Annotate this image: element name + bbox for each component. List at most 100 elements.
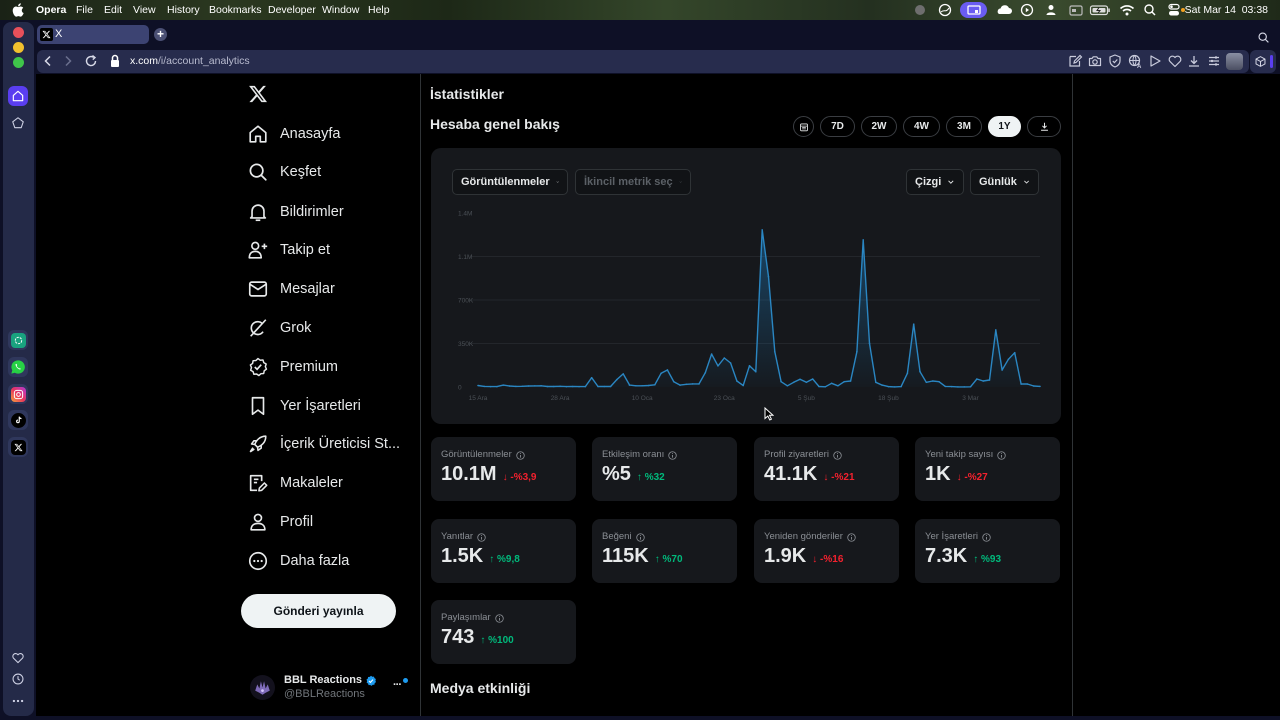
- nav-item-profile[interactable]: Profil: [244, 507, 313, 537]
- data-point[interactable]: [597, 385, 599, 388]
- translate-globe-icon[interactable]: A: [1127, 53, 1143, 69]
- menu-help[interactable]: Help: [368, 4, 390, 16]
- data-point[interactable]: [849, 380, 852, 382]
- sidebar-tiktok-button[interactable]: [8, 410, 28, 430]
- reload-icon[interactable]: [83, 53, 99, 69]
- data-point[interactable]: [1039, 385, 1041, 388]
- data-point[interactable]: [1007, 358, 1010, 361]
- card-icon[interactable]: [1068, 3, 1084, 17]
- info-icon[interactable]: [635, 532, 645, 542]
- data-point[interactable]: [969, 385, 972, 388]
- data-point[interactable]: [704, 371, 707, 374]
- granularity-dropdown[interactable]: Günlük: [970, 169, 1039, 195]
- data-point[interactable]: [1026, 383, 1029, 385]
- menu-developer[interactable]: Developer: [268, 4, 316, 16]
- window-minimize-button[interactable]: [13, 42, 24, 53]
- info-icon[interactable]: [982, 532, 991, 542]
- data-point[interactable]: [546, 385, 549, 388]
- data-point[interactable]: [635, 384, 637, 387]
- date-picker-button[interactable]: [793, 116, 814, 137]
- metric-card[interactable]: Profil ziyaretleri 41.1K ↓ -%21: [754, 437, 899, 501]
- data-point[interactable]: [957, 386, 959, 388]
- account-avatar[interactable]: [250, 675, 275, 700]
- info-icon[interactable]: [668, 450, 677, 460]
- metric-card[interactable]: Yer İşaretleri 7.3K ↑ %93: [915, 519, 1060, 583]
- data-point[interactable]: [862, 239, 864, 241]
- data-point[interactable]: [565, 385, 568, 388]
- sidebar-favorites-button[interactable]: [8, 648, 28, 668]
- nav-item-follow[interactable]: Takip et: [244, 235, 330, 265]
- nav-item-notifications[interactable]: Bildirimler: [244, 197, 344, 227]
- nav-item-creator-studio[interactable]: İçerik Üreticisi St...: [244, 429, 400, 459]
- status-globe-icon[interactable]: [937, 3, 953, 17]
- data-point[interactable]: [811, 378, 814, 380]
- data-point[interactable]: [931, 380, 934, 382]
- data-point[interactable]: [994, 329, 997, 331]
- range-4w-button[interactable]: 4W: [903, 116, 940, 137]
- data-point[interactable]: [843, 380, 846, 383]
- data-point[interactable]: [944, 385, 947, 388]
- tab-search-icon[interactable]: [1257, 31, 1270, 44]
- sidebar-toggle-indicator[interactable]: [1270, 55, 1273, 68]
- data-point[interactable]: [1032, 385, 1035, 387]
- data-point[interactable]: [912, 323, 915, 326]
- nav-item-more[interactable]: Daha fazla: [244, 546, 349, 576]
- send-play-icon[interactable]: [1147, 53, 1163, 69]
- data-point[interactable]: [628, 384, 631, 386]
- new-tab-button[interactable]: +: [154, 28, 167, 41]
- nav-item-articles[interactable]: Makaleler: [244, 468, 343, 498]
- data-point[interactable]: [893, 386, 896, 388]
- sidebar-history-button[interactable]: [8, 669, 28, 689]
- nav-item-bookmarks[interactable]: Yer İşaretleri: [244, 391, 361, 421]
- sidebar-more-button[interactable]: [8, 691, 28, 711]
- data-point[interactable]: [755, 370, 757, 373]
- screen-share-indicator[interactable]: [960, 2, 987, 18]
- window-close-button[interactable]: [13, 27, 24, 38]
- adblock-shield-icon[interactable]: [1107, 53, 1123, 69]
- data-point[interactable]: [534, 385, 536, 387]
- metric-card[interactable]: Yeni takip sayısı 1K ↓ -%27: [915, 437, 1060, 501]
- battery-icon[interactable]: [1089, 3, 1111, 17]
- data-point[interactable]: [805, 381, 808, 384]
- speed-dial-home-button[interactable]: [8, 86, 28, 106]
- metric-card[interactable]: Paylaşımlar 743 ↑ %100: [431, 600, 576, 664]
- data-point[interactable]: [729, 362, 732, 364]
- data-point[interactable]: [622, 373, 625, 375]
- pinboards-button[interactable]: [8, 113, 28, 133]
- data-point[interactable]: [780, 380, 782, 383]
- data-point[interactable]: [660, 372, 662, 375]
- data-point[interactable]: [515, 385, 517, 388]
- menu-history[interactable]: History: [167, 4, 200, 16]
- data-point[interactable]: [508, 385, 511, 387]
- x-home-logo-icon[interactable]: [248, 84, 268, 104]
- menu-view[interactable]: View: [133, 4, 156, 16]
- info-icon[interactable]: [516, 450, 525, 460]
- data-point[interactable]: [748, 364, 751, 367]
- apple-logo-icon[interactable]: [12, 3, 24, 17]
- menu-bookmarks[interactable]: Bookmarks: [209, 4, 262, 16]
- control-center-icon[interactable]: [1166, 3, 1182, 17]
- data-point[interactable]: [982, 380, 984, 382]
- range-1y-button[interactable]: 1Y: [988, 116, 1021, 137]
- sidebar-x-button[interactable]: [8, 437, 28, 457]
- data-point[interactable]: [477, 384, 479, 387]
- wifi-icon[interactable]: [1119, 3, 1135, 17]
- data-point[interactable]: [691, 383, 694, 385]
- metric-card[interactable]: Yanıtlar 1.5K ↑ %9,8: [431, 519, 576, 583]
- data-point[interactable]: [868, 342, 871, 345]
- data-point[interactable]: [837, 384, 839, 387]
- sidebar-instagram-button[interactable]: [8, 384, 28, 404]
- data-point[interactable]: [742, 384, 745, 387]
- menu-file[interactable]: File: [76, 4, 93, 16]
- data-point[interactable]: [830, 382, 833, 385]
- data-point[interactable]: [988, 379, 991, 381]
- data-point[interactable]: [527, 385, 530, 387]
- data-point[interactable]: [723, 357, 726, 359]
- account-more-icon[interactable]: ···: [393, 679, 402, 691]
- range-2w-button[interactable]: 2W: [861, 116, 897, 137]
- nav-item-grok[interactable]: Grok: [244, 313, 311, 343]
- data-point[interactable]: [666, 369, 669, 371]
- data-point[interactable]: [710, 353, 713, 355]
- nav-item-home[interactable]: Anasayfa: [244, 119, 340, 149]
- url-field[interactable]: x.com/i/account_analytics: [130, 54, 250, 69]
